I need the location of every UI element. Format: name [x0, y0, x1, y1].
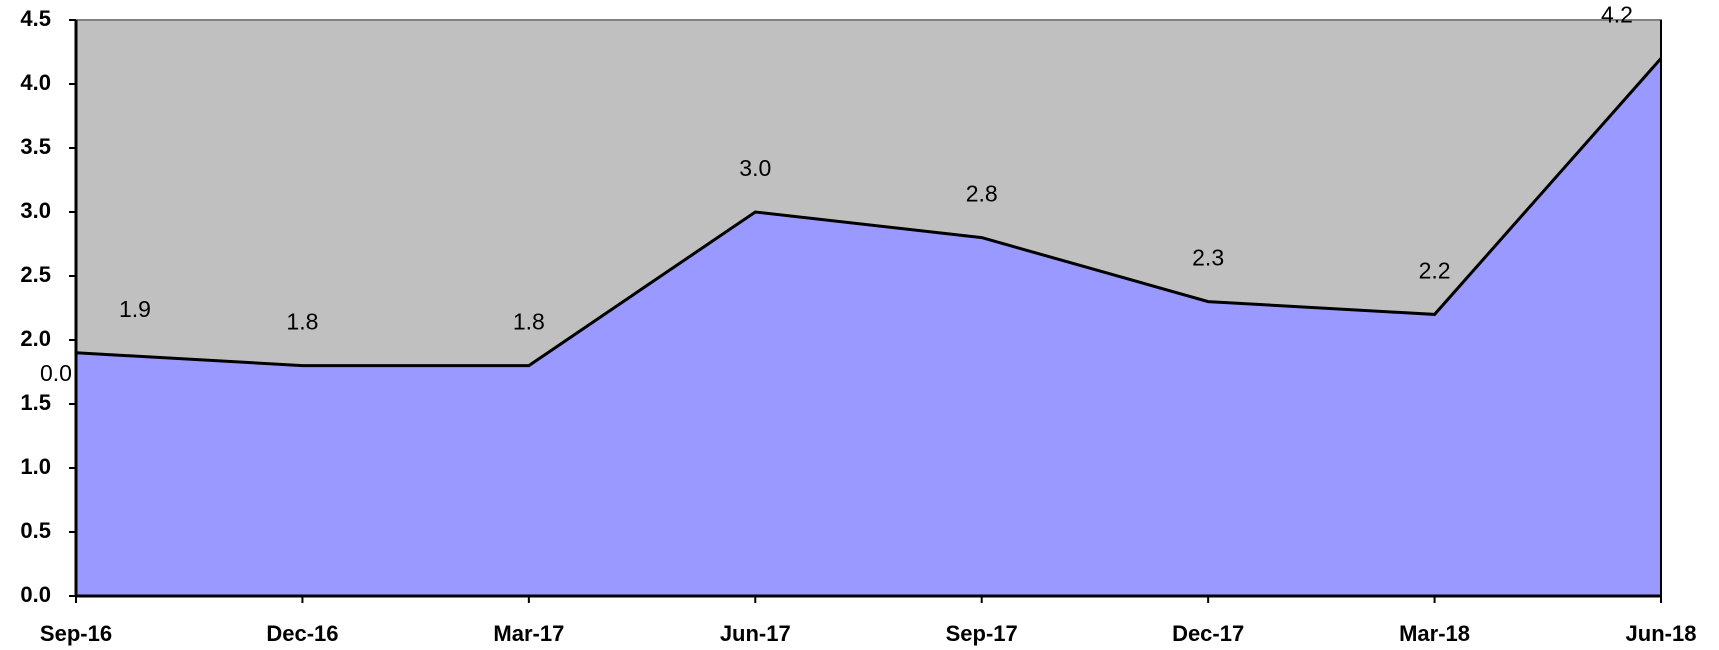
value-label: 1.9: [119, 296, 151, 322]
y-tick-label: 4.5: [20, 6, 51, 31]
value-label: 2.8: [966, 181, 998, 207]
y-tick-label: 3.0: [20, 198, 51, 223]
y-tick-label: 2.5: [20, 262, 51, 287]
x-tick-label: Jun-18: [1626, 621, 1697, 646]
x-tick-label: Sep-16: [40, 621, 112, 646]
area-line: [75, 57, 1663, 368]
x-tick-label: Jun-17: [720, 621, 791, 646]
value-label: 1.8: [513, 309, 545, 335]
x-tick-label: Dec-17: [1172, 621, 1244, 646]
value-label: 1.8: [286, 309, 318, 335]
y-tick-label: 4.0: [20, 70, 51, 95]
y-tick-label: 1.0: [20, 454, 51, 479]
value-label: 3.0: [739, 155, 771, 181]
x-tick-label: Sep-17: [946, 621, 1018, 646]
x-tick-label: Dec-16: [266, 621, 338, 646]
y-tick-label: 0.0: [20, 582, 51, 607]
value-label: 4.2: [1601, 1, 1633, 27]
x-tick-label: Mar-17: [493, 621, 564, 646]
annotation: 0.0: [40, 360, 72, 386]
area: [76, 58, 1661, 596]
y-tick-label: 1.5: [20, 390, 51, 415]
y-tick-label: 3.5: [20, 134, 51, 159]
y-tick-label: 2.0: [20, 326, 51, 351]
y-tick-label: 0.5: [20, 518, 51, 543]
value-label: 2.2: [1419, 257, 1451, 283]
x-tick-label: Mar-18: [1399, 621, 1470, 646]
value-label: 2.3: [1192, 245, 1224, 271]
